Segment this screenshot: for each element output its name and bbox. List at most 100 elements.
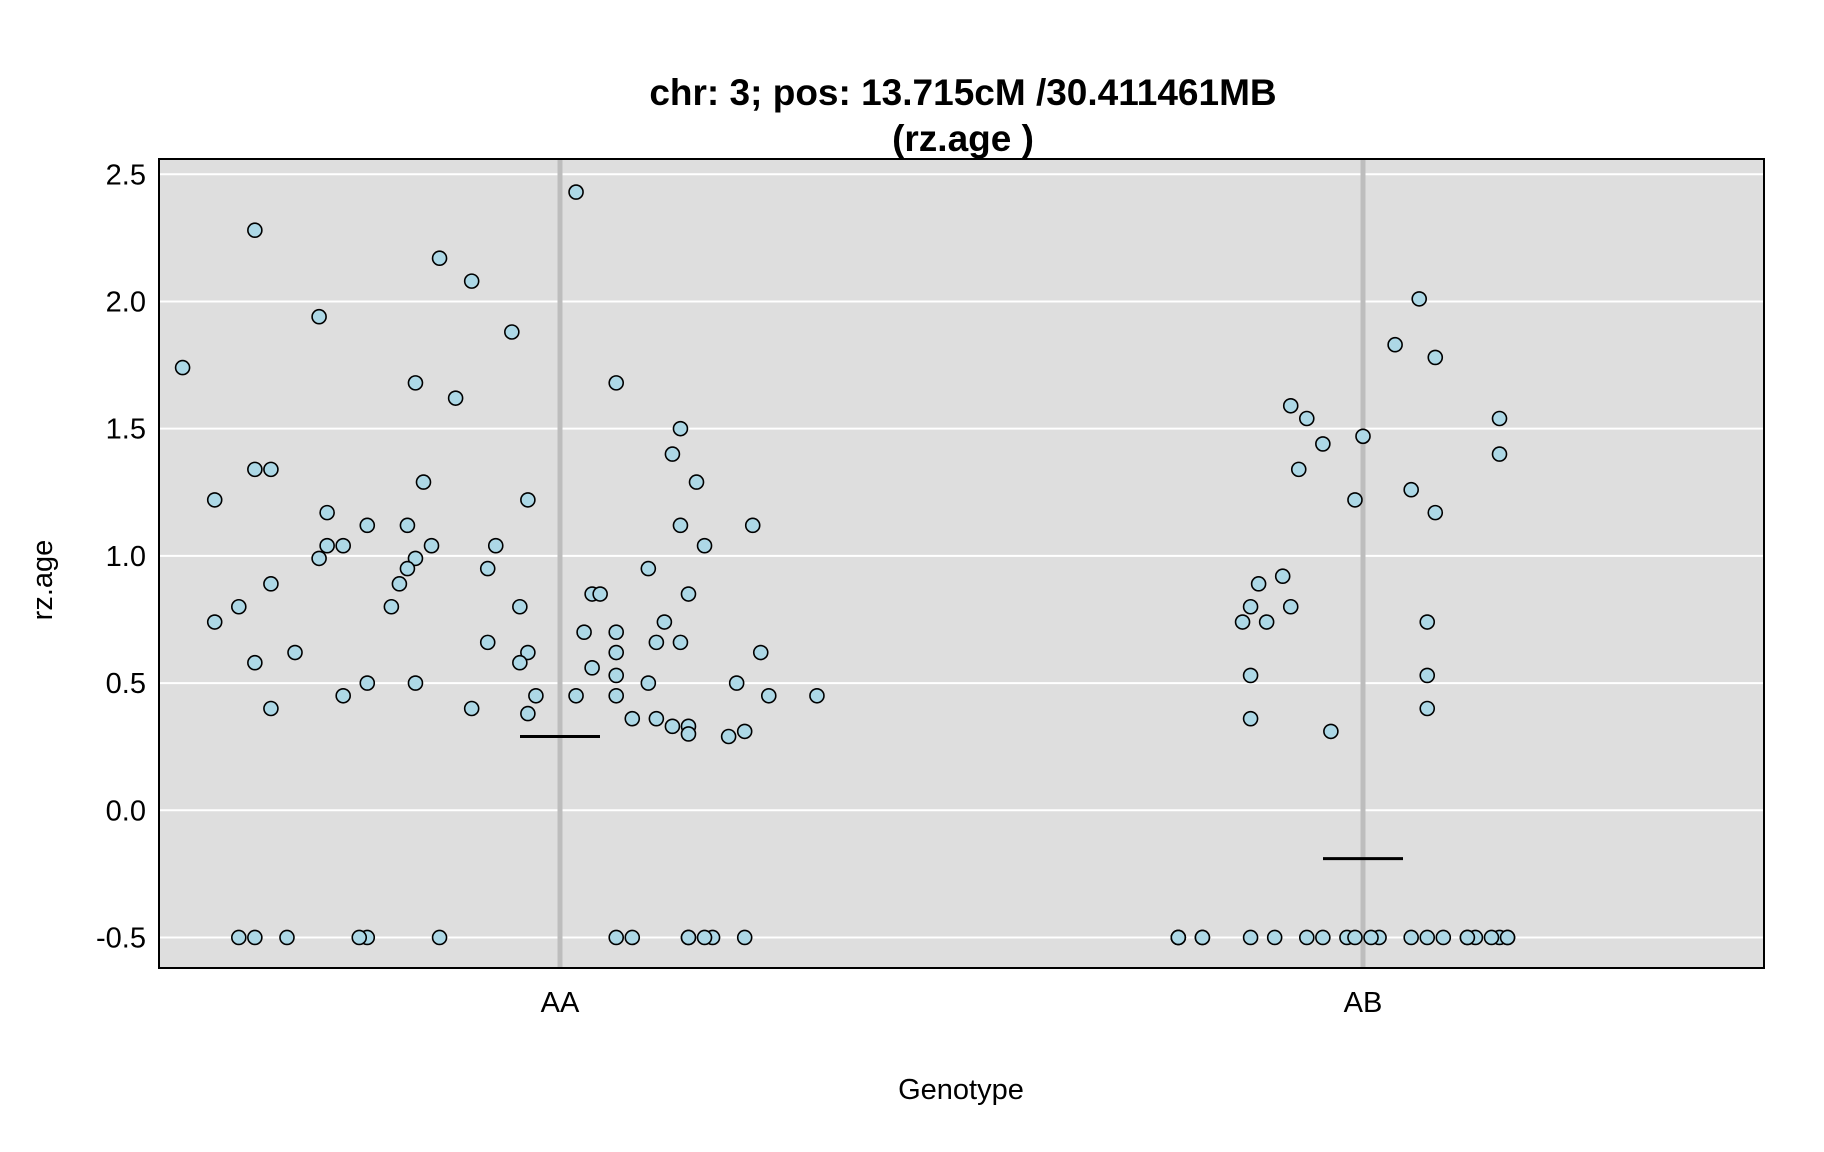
- data-point: [1347, 492, 1363, 508]
- data-point: [512, 654, 528, 671]
- data-point: [1250, 576, 1267, 592]
- data-point: [680, 929, 697, 946]
- data-point: [1242, 929, 1259, 946]
- data-point: [1242, 598, 1259, 615]
- data-point: [640, 675, 657, 691]
- data-point: [1427, 349, 1444, 366]
- data-point: [624, 929, 641, 946]
- data-point: [760, 687, 777, 704]
- data-point: [479, 560, 496, 577]
- data-point: [809, 687, 825, 704]
- data-point: [520, 644, 536, 661]
- data-point: [648, 710, 665, 727]
- y-tick-label: 2.0: [106, 286, 146, 318]
- data-point: [608, 929, 625, 946]
- data-point: [415, 474, 432, 490]
- data-point: [1315, 929, 1331, 946]
- data-point: [335, 537, 351, 554]
- data-point: [463, 700, 480, 717]
- data-point: [736, 723, 753, 740]
- data-point: [1298, 410, 1315, 427]
- data-point: [1266, 929, 1283, 946]
- data-point: [1491, 410, 1508, 427]
- data-point: [231, 598, 247, 615]
- data-point: [1355, 428, 1371, 445]
- data-point: [1347, 929, 1363, 946]
- data-point: [608, 375, 625, 391]
- x-axis-label: Genotype: [898, 1074, 1024, 1106]
- data-point: [279, 929, 295, 946]
- data-point: [520, 705, 536, 722]
- data-point: [520, 492, 536, 508]
- data-point: [383, 598, 400, 615]
- data-point: [263, 461, 279, 478]
- data-point: [319, 537, 335, 554]
- data-point: [672, 420, 689, 437]
- y-axis-label: rz.age: [27, 540, 59, 621]
- data-point: [1323, 723, 1339, 740]
- gridlines: [159, 173, 1764, 939]
- data-point: [399, 517, 416, 534]
- data-point: [1242, 710, 1259, 727]
- data-point: [423, 537, 440, 554]
- data-point: [1282, 598, 1299, 615]
- data-point: [1258, 614, 1275, 630]
- data-point: [1170, 929, 1187, 946]
- data-point: [287, 644, 303, 661]
- y-tick-label: -0.5: [96, 922, 146, 954]
- data-point: [664, 446, 681, 462]
- data-point: [640, 560, 657, 577]
- data-point: [648, 634, 665, 651]
- data-point: [728, 675, 745, 691]
- data-point: [752, 644, 769, 661]
- data-point: [1387, 336, 1403, 353]
- data-point: [263, 700, 279, 717]
- mean-lines: [520, 734, 1403, 861]
- x-tick-labels: AA AB: [541, 987, 1383, 1019]
- data-point: [576, 624, 592, 640]
- data-point: [311, 308, 327, 325]
- data-point: [1194, 929, 1211, 946]
- data-point: [311, 550, 327, 567]
- data-point: [624, 710, 641, 727]
- data-point: [608, 644, 625, 661]
- data-point: [1491, 446, 1508, 462]
- data-point: [479, 634, 496, 651]
- data-point: [1234, 614, 1251, 630]
- x-tick-label: AB: [1344, 987, 1383, 1019]
- data-point: [399, 560, 416, 577]
- data-point: [391, 576, 408, 592]
- data-point: [696, 929, 713, 946]
- data-point: [696, 537, 713, 554]
- data-point: [359, 517, 376, 534]
- data-point: [720, 728, 737, 745]
- data-point: [680, 586, 697, 602]
- y-tick-label: 0.5: [106, 668, 146, 700]
- data-point: [319, 504, 335, 521]
- category-lines: [557, 159, 1366, 968]
- chart-title: chr: 3; pos: 13.715cM /30.411461MB: [649, 72, 1276, 113]
- data-point: [1499, 929, 1516, 946]
- data-point: [335, 687, 351, 704]
- data-point: [608, 687, 625, 704]
- data-point: [351, 929, 368, 946]
- y-tick-label: 1.0: [106, 541, 146, 573]
- data-point: [656, 614, 673, 630]
- y-tick-label: 2.5: [106, 159, 146, 191]
- data-point: [247, 461, 263, 478]
- data-point: [1403, 929, 1419, 946]
- data-point: [736, 929, 753, 946]
- data-point: [1298, 929, 1315, 946]
- data-point: [206, 492, 223, 508]
- y-tick-labels: 2.5 2.0 1.5 1.0 0.5 0.0 -0.5: [96, 159, 146, 954]
- y-tick-label: 0.0: [106, 795, 146, 827]
- data-point: [1419, 614, 1436, 630]
- data-point: [174, 359, 191, 376]
- data-point: [568, 687, 584, 704]
- data-point: [1419, 667, 1436, 684]
- plot-panel: [159, 159, 1764, 968]
- data-point: [231, 929, 247, 946]
- data-point: [592, 586, 608, 602]
- data-point: [1403, 481, 1419, 498]
